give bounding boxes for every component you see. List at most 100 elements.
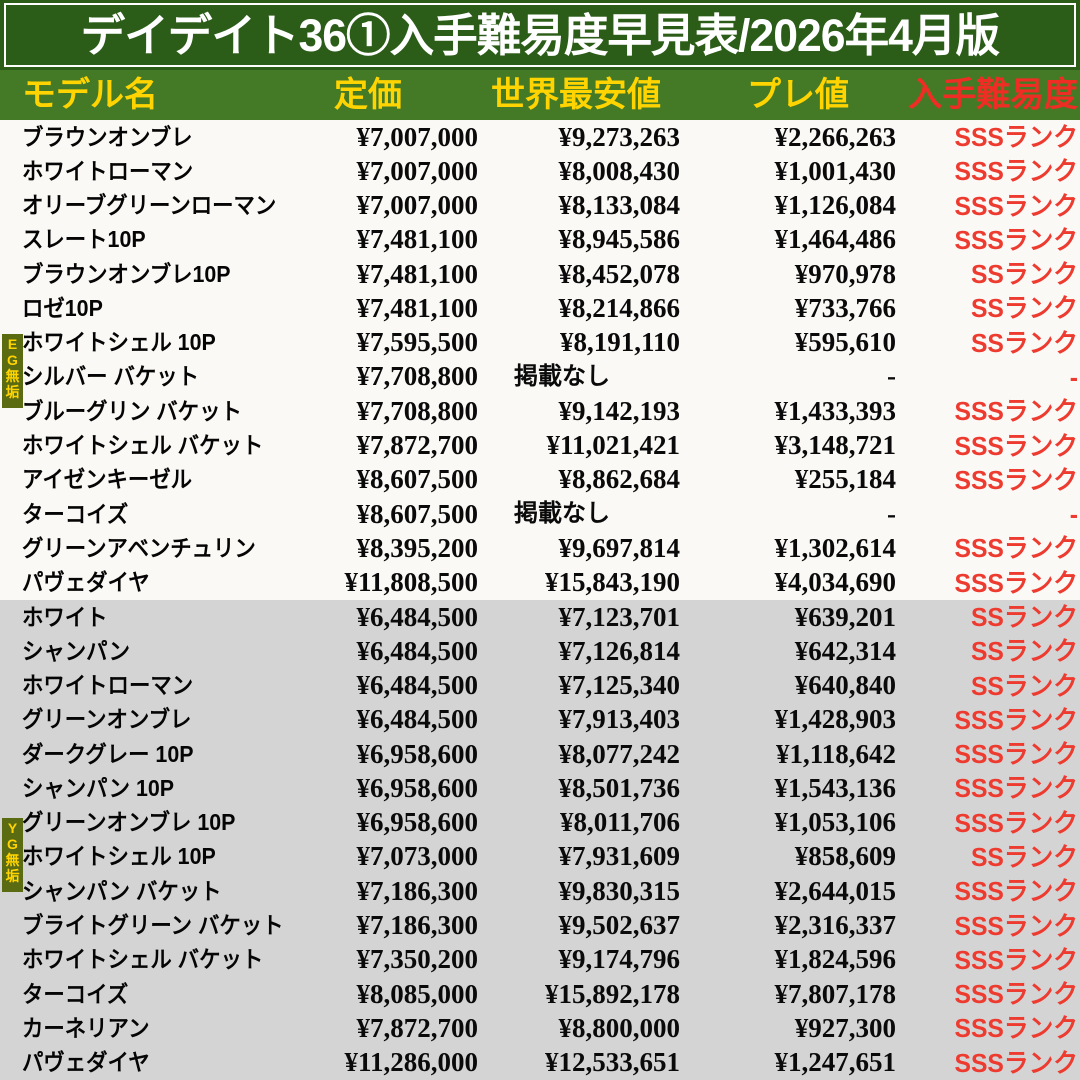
cell-rank: SSランク [970,293,1078,324]
table-row: ホワイトローマン ¥7,007,000 ¥8,008,430 ¥1,001,430 SS… [0,154,1080,188]
cell-price: ¥7,481,100 [356,292,479,323]
cell-price: ¥11,808,500 [344,567,478,598]
cell-lowest: ¥9,830,315 [558,875,681,906]
cell-premium: ¥595,610 [794,327,896,358]
cell-rank: SSSランク [954,156,1078,187]
cell-lowest: ¥8,452,078 [558,258,681,289]
cell-premium: - [887,498,896,529]
cell-rank: SSSランク [954,464,1078,495]
cell-lowest: ¥7,913,403 [558,704,681,735]
cell-model: シャンパン [22,637,131,664]
cell-model: ブルーグリン バケット [22,397,242,424]
cell-premium: ¥255,184 [794,464,896,495]
cell-premium: ¥1,053,106 [774,807,897,838]
cell-lowest: ¥7,931,609 [558,841,681,872]
cell-model: ホワイトシェル バケット [22,432,264,459]
table-row: カーネリアン ¥7,872,700 ¥8,800,000 ¥927,300 SSSランク [0,1011,1080,1045]
cell-rank: SSSランク [954,910,1078,941]
column-header-premium: プレ値 [747,76,849,114]
cell-price: ¥7,186,300 [356,875,479,906]
cell-premium: ¥858,609 [794,841,896,872]
side-tab-char: 無 [5,852,20,868]
cell-price: ¥7,007,000 [356,155,479,186]
column-header-price: 定価 [334,76,402,114]
table-row: ホワイトローマン ¥6,484,500 ¥7,125,340 ¥640,840 SSラン… [0,669,1080,703]
cell-lowest: ¥7,126,814 [558,635,681,666]
table-row: ホワイトシェル バケット ¥7,872,700 ¥11,021,421 ¥3,148,… [0,428,1080,462]
table-row: パヴェダイヤ ¥11,286,000 ¥12,533,651 ¥1,247,651 SS… [0,1045,1080,1079]
table-row: ホワイトシェル 10P ¥7,073,000 ¥7,931,609 ¥858,609 S… [0,840,1080,874]
cell-rank: SSSランク [954,1047,1078,1078]
cell-premium: ¥2,644,015 [774,875,897,906]
cell-lowest: 掲載なし [514,362,610,390]
cell-lowest: ¥8,800,000 [558,1012,681,1043]
cell-premium: ¥1,302,614 [774,532,897,563]
cell-price: ¥11,286,000 [344,1047,478,1078]
cell-price: ¥7,872,700 [356,1012,479,1043]
cell-price: ¥6,484,500 [356,670,479,701]
cell-premium: ¥7,807,178 [774,978,897,1009]
cell-model: グリーンアベンチュリン [22,534,256,561]
cell-model: ブラウンオンブレ10P [22,260,231,287]
table-row: グリーンアベンチュリン ¥8,395,200 ¥9,697,814 ¥1,302,61… [0,531,1080,565]
cell-model: グリーンオンブレ [22,706,192,733]
cell-premium: ¥2,266,263 [774,121,897,152]
cell-price: ¥8,607,500 [356,464,479,495]
cell-rank: SSランク [970,670,1078,701]
cell-lowest: ¥15,892,178 [545,978,680,1009]
table-header-row: モデル名 定価 世界最安値 プレ値 入手難易度 [0,70,1080,120]
cell-premium: ¥1,464,486 [774,224,897,255]
table-row: ターコイズ ¥8,607,500 掲載なし - - [0,497,1080,531]
cell-model: カーネリアン [22,1014,150,1041]
cell-price: ¥6,484,500 [356,601,479,632]
cell-premium: ¥639,201 [794,601,896,632]
cell-price: ¥7,186,300 [356,910,479,941]
cell-premium: ¥1,118,642 [775,738,896,769]
cell-model: ダークグレー 10P [22,740,194,767]
cell-premium: ¥1,428,903 [774,704,897,735]
cell-rank: SSSランク [954,739,1078,770]
column-header-rank: 入手難易度 [908,76,1078,114]
cell-model: シルバー バケット [22,363,200,390]
cell-rank: SSSランク [954,396,1078,427]
cell-model: パヴェダイヤ [22,1049,150,1076]
table-row: ホワイトシェル 10P ¥7,595,500 ¥8,191,110 ¥595,610 S… [0,326,1080,360]
cell-lowest: ¥8,191,110 [559,327,680,358]
cell-rank: SSSランク [954,122,1078,153]
cell-price: ¥7,007,000 [356,190,479,221]
cell-lowest: ¥9,174,796 [558,944,681,975]
table-row: ホワイトシェル バケット ¥7,350,200 ¥9,174,796 ¥1,824,5… [0,943,1080,977]
cell-model: スレート10P [22,226,146,253]
cell-premium: ¥4,034,690 [774,567,897,598]
table-row: ホワイト ¥6,484,500 ¥7,123,701 ¥639,201 SSランク [0,600,1080,634]
cell-rank: SSランク [970,259,1078,290]
cell-rank: SSSランク [954,876,1078,907]
table-row: シャンパン ¥6,484,500 ¥7,126,814 ¥642,314 SSランク [0,634,1080,668]
cell-price: ¥8,607,500 [356,498,479,529]
side-tab-char: Y [7,820,18,836]
cell-model: ホワイトシェル バケット [22,946,264,973]
cell-price: ¥7,481,100 [356,258,479,289]
cell-premium: ¥1,001,430 [774,155,897,186]
table-row: ブルーグリン バケット ¥7,708,800 ¥9,142,193 ¥1,433,39… [0,394,1080,428]
cell-lowest: ¥9,142,193 [558,395,681,426]
cell-rank: SSSランク [954,979,1078,1010]
cell-rank: SSSランク [954,1013,1078,1044]
cell-rank: SSランク [970,841,1078,872]
table-row: グリーンオンブレ 10P ¥6,958,600 ¥8,011,706 ¥1,053,1… [0,806,1080,840]
cell-price: ¥7,595,500 [356,327,479,358]
cell-model: ロゼ10P [22,294,103,321]
title-frame: デイデイト36①入手難易度早見表/2026年4月版 [4,3,1076,67]
cell-price: ¥8,085,000 [356,978,479,1009]
cell-lowest: ¥7,123,701 [558,601,681,632]
cell-rank: SSSランク [954,807,1078,838]
cell-lowest: ¥8,501,736 [558,772,681,803]
cell-model: ホワイトシェル 10P [22,843,216,870]
table-row: シャンパン バケット ¥7,186,300 ¥9,830,315 ¥2,644,015… [0,874,1080,908]
table-row: ブラウンオンブレ ¥7,007,000 ¥9,273,263 ¥2,266,263 SS… [0,120,1080,154]
cell-rank: SSSランク [954,704,1078,735]
cell-lowest: ¥8,077,242 [558,738,681,769]
cell-rank: SSSランク [954,190,1078,221]
cell-premium: ¥1,543,136 [774,772,897,803]
section-eg-solid: ブラウンオンブレ ¥7,007,000 ¥9,273,263 ¥2,266,263 SS… [0,120,1080,600]
